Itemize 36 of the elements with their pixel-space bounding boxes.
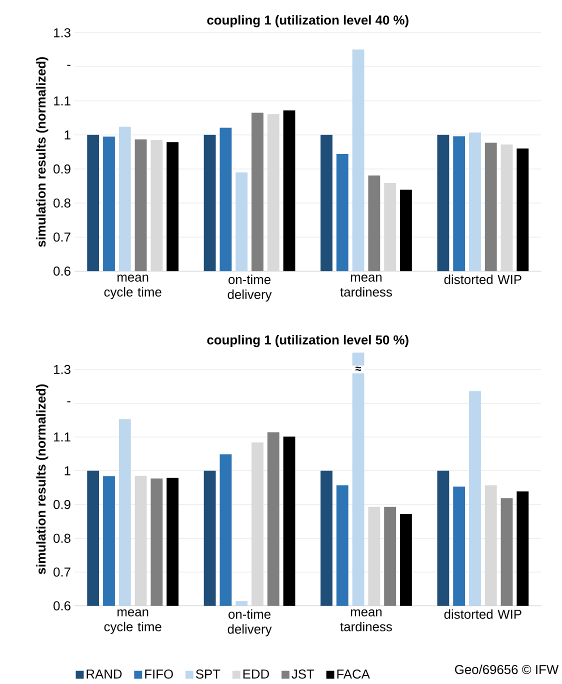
x-tick-label: mean cycle time — [104, 274, 162, 300]
y-tick-label: 0.8 — [54, 198, 70, 208]
y-tick-label: 1 — [64, 466, 70, 476]
x-tick-label: mean tardiness — [340, 609, 392, 632]
y-tick-label: 0.6 — [54, 601, 70, 610]
x-tick-label: mean tardiness — [340, 274, 392, 297]
chart-title: coupling 1 (utilization level 50 %) — [207, 334, 408, 348]
legend-label: EDD — [243, 670, 270, 678]
y-tick-label: - — [67, 401, 70, 402]
y-tick-label: 0.9 — [54, 500, 70, 510]
legend-label: FIFO — [145, 670, 173, 679]
legend-label: FACA — [337, 670, 370, 679]
annotation: ≈ — [356, 366, 362, 371]
legend-label: RAND — [86, 670, 122, 678]
x-tick-label: on-time delivery — [228, 609, 272, 636]
legend-label: JST — [292, 670, 314, 679]
legend-label: SPT — [196, 670, 220, 679]
y-tick-label: 1.3 — [54, 28, 70, 38]
x-tick-label: on-time delivery — [228, 274, 272, 302]
y-tick-label: 1.1 — [54, 96, 70, 106]
x-tick-label: mean cycle time — [104, 609, 162, 634]
y-tick-label: 0.7 — [54, 232, 70, 242]
y-axis-title: simulation results (normalized) — [36, 384, 48, 574]
x-tick-label: distorted WIP — [444, 274, 522, 284]
text: Geo/69656 © IFW — [455, 664, 559, 674]
y-tick-label: - — [67, 64, 70, 66]
chart-title: coupling 1 (utilization level 40 %) — [207, 15, 408, 28]
y-tick-label: 0.9 — [54, 164, 70, 174]
y-tick-label: 1.3 — [54, 364, 70, 374]
y-tick-label: 1.1 — [54, 432, 70, 442]
y-tick-label: 0.7 — [54, 567, 70, 577]
y-axis-title: simulation results (normalized) — [36, 57, 48, 247]
y-tick-label: 1 — [64, 130, 70, 140]
x-tick-label: distorted WIP — [444, 609, 522, 619]
y-tick-label: 0.8 — [54, 534, 70, 543]
y-tick-label: 0.6 — [54, 266, 70, 276]
